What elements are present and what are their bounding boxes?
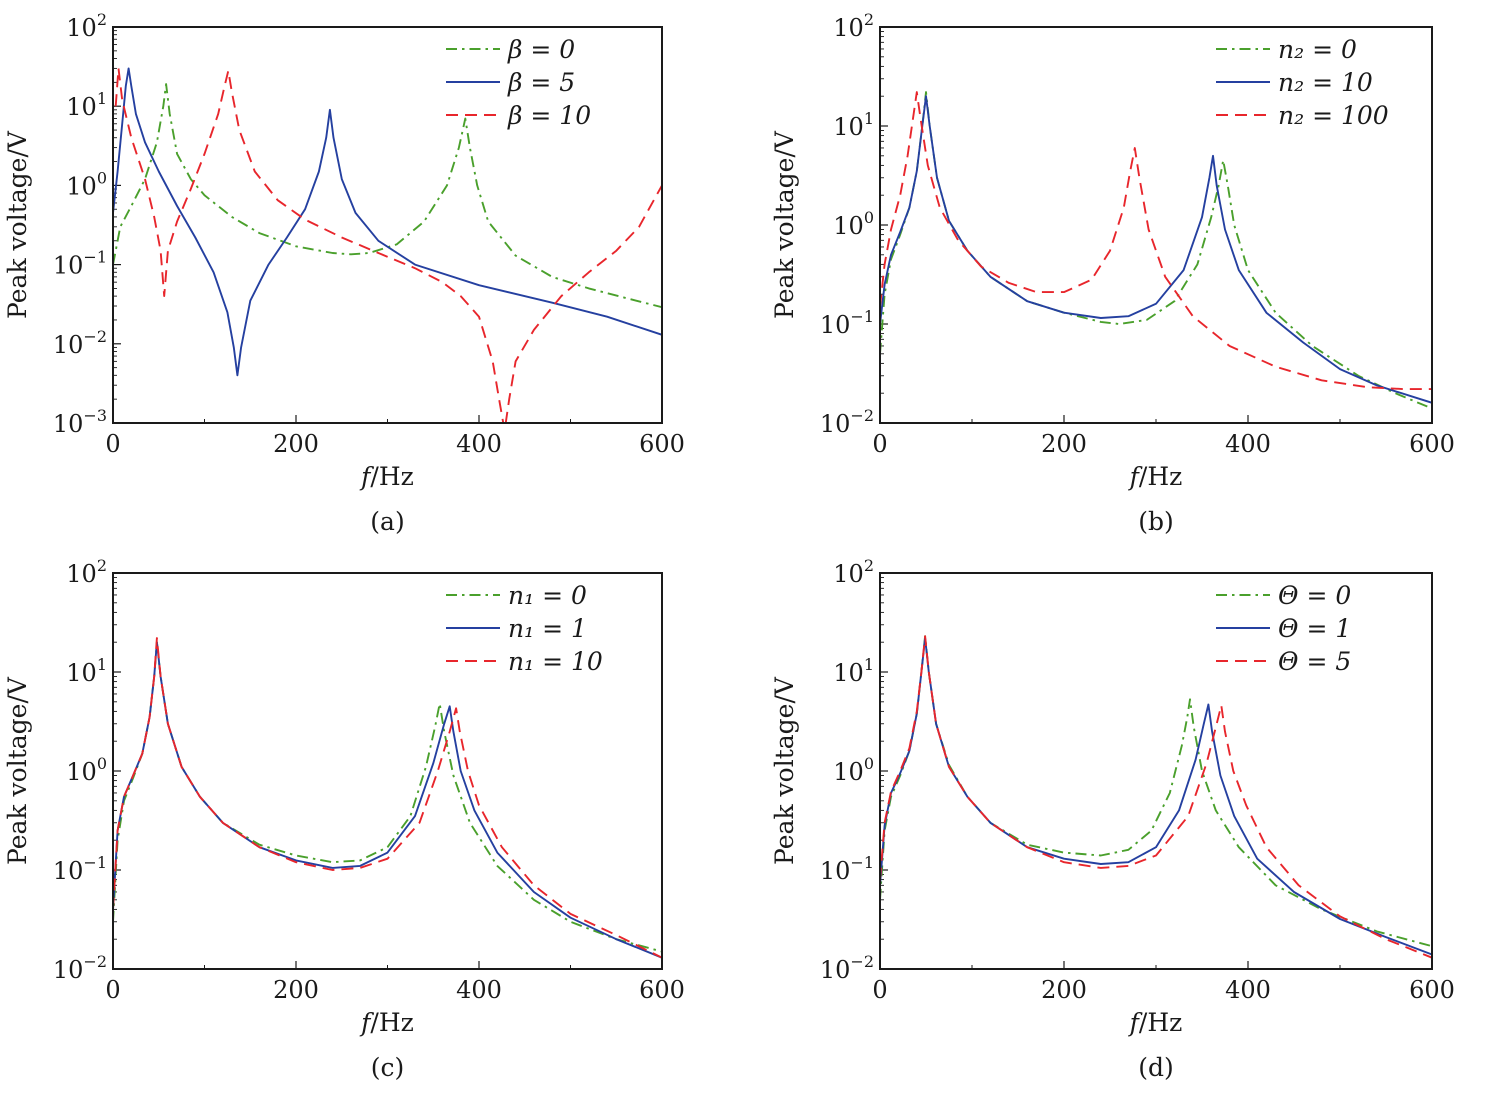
x-tick-label: 0 — [105, 976, 120, 1004]
series-line-1 — [113, 641, 662, 959]
plot-frame — [879, 572, 1433, 970]
y-tick-label: 10−2 — [820, 952, 874, 984]
panel-b: 0 200 400 600 10−2 10−1 100 101 102 n₂ = 0 n₂ = 10… — [770, 10, 1455, 536]
series-line-0 — [880, 635, 1432, 948]
x-tick-label: 200 — [1041, 430, 1087, 458]
x-tick-label: 400 — [456, 976, 502, 1004]
legend-label: n₂ = 100 — [1278, 101, 1389, 130]
curves — [880, 91, 1432, 410]
y-tick-label: 10−1 — [820, 307, 874, 339]
panel-caption: (d) — [1138, 1053, 1174, 1082]
x-tick-label: 0 — [872, 976, 887, 1004]
x-axis-label: f/Hz — [1128, 462, 1183, 491]
series-line-0 — [113, 641, 662, 953]
legend-label: Θ = 0 — [1278, 581, 1351, 610]
curves — [880, 635, 1432, 959]
series-line-0 — [880, 91, 1432, 410]
y-tick-label: 101 — [66, 655, 107, 687]
y-tick-label: 101 — [66, 89, 107, 121]
series-line-0 — [113, 83, 662, 309]
series-line-1 — [880, 637, 1432, 956]
x-tick-label: 400 — [456, 430, 502, 458]
x-tick-label: 200 — [1041, 976, 1087, 1004]
legend-label: β = 10 — [507, 101, 591, 130]
x-tick-label: 400 — [1225, 976, 1271, 1004]
y-axis-label: Peak voltage/V — [3, 676, 32, 865]
x-tick-label: 0 — [105, 430, 120, 458]
plot-frame — [112, 26, 663, 424]
x-tick-label: 200 — [273, 976, 319, 1004]
plot-frame — [879, 26, 1433, 424]
x-tick-label: 600 — [639, 430, 685, 458]
y-tick-label: 100 — [66, 168, 107, 200]
y-tick-label: 101 — [833, 109, 874, 141]
series-line-2 — [880, 91, 1432, 391]
plot-frame — [112, 572, 663, 970]
legend-label: n₂ = 10 — [1278, 68, 1373, 97]
y-tick-label: 10−1 — [53, 248, 107, 280]
y-tick-label: 102 — [833, 10, 874, 42]
x-axis-label: f/Hz — [1128, 1008, 1183, 1037]
y-axis-label: Peak voltage/V — [770, 676, 799, 865]
y-tick-label: 102 — [66, 10, 107, 42]
y-axis-label: Peak voltage/V — [3, 130, 32, 319]
y-tick-label: 102 — [833, 556, 874, 588]
curves — [113, 637, 662, 959]
legend-label: n₁ = 0 — [508, 581, 587, 610]
x-tick-label: 400 — [1225, 430, 1271, 458]
series-line-1 — [113, 67, 662, 377]
panel-caption: (c) — [371, 1053, 405, 1082]
y-tick-label: 10−2 — [820, 406, 874, 438]
y-tick-label: 10−2 — [53, 327, 107, 359]
series-line-2 — [114, 67, 662, 423]
x-tick-label: 600 — [639, 976, 685, 1004]
legend-label: β = 0 — [507, 35, 575, 64]
legend-label: n₁ = 10 — [508, 647, 603, 676]
x-tick-label: 200 — [273, 430, 319, 458]
legend-label: β = 5 — [507, 68, 575, 97]
x-axis-label: f/Hz — [359, 1008, 414, 1037]
panel-a: 0 200 400 600 10−3 10−2 10−1 100 101 102 β = 0 β = … — [3, 10, 685, 536]
curves — [113, 67, 662, 423]
panel-caption: (b) — [1138, 507, 1174, 536]
y-tick-label: 10−1 — [53, 853, 107, 885]
x-tick-label: 0 — [872, 430, 887, 458]
y-tick-label: 100 — [66, 754, 107, 786]
series-line-2 — [880, 635, 1432, 959]
y-tick-label: 102 — [66, 556, 107, 588]
x-axis-label: f/Hz — [359, 462, 414, 491]
panel-c: 0 200 400 600 10−2 10−1 100 101 102 n₁ = 0 n₁ = 1 n… — [3, 556, 685, 1082]
panel-d: 0 200 400 600 10−2 10−1 100 101 102 Θ = 0 Θ = 1 Θ =… — [770, 556, 1455, 1082]
series-line-1 — [880, 95, 1432, 404]
legend-label: n₂ = 0 — [1278, 35, 1357, 64]
legend-label: Θ = 5 — [1278, 647, 1351, 676]
legend-label: Θ = 1 — [1278, 614, 1351, 643]
y-axis-label: Peak voltage/V — [770, 130, 799, 319]
y-tick-label: 10−2 — [53, 952, 107, 984]
x-tick-label: 600 — [1409, 430, 1455, 458]
panel-caption: (a) — [370, 507, 404, 536]
y-tick-label: 101 — [833, 655, 874, 687]
series-line-2 — [113, 637, 662, 959]
y-tick-label: 100 — [833, 754, 874, 786]
y-tick-label: 10−3 — [53, 406, 107, 438]
x-tick-label: 600 — [1409, 976, 1455, 1004]
y-tick-label: 10−1 — [820, 853, 874, 885]
legend-label: n₁ = 1 — [508, 614, 587, 643]
y-tick-label: 100 — [833, 208, 874, 240]
